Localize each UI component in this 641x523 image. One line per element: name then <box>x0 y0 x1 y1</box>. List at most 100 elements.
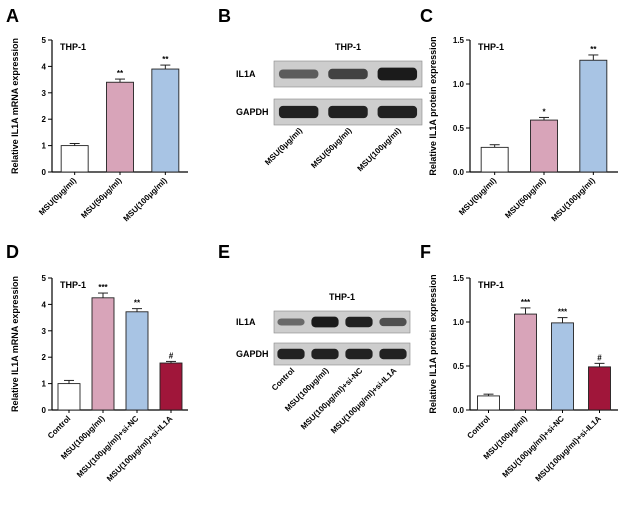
y-tick-label: 0.0 <box>453 406 465 415</box>
blot-band <box>328 68 368 80</box>
y-tick-label: 0 <box>42 406 47 415</box>
y-tick-label: 0.5 <box>453 362 465 371</box>
y-tick-label: 1.0 <box>453 318 465 327</box>
bar <box>588 366 611 411</box>
x-tick-label: MSU(0μg/ml) <box>37 176 78 217</box>
panel-letter: C <box>420 6 433 26</box>
y-tick-label: 1.5 <box>453 36 465 45</box>
y-tick-label: 2 <box>42 353 47 362</box>
blot-row-label: GAPDH <box>236 349 269 359</box>
significance-label: * <box>542 107 546 116</box>
blot-panel-b: B THP-1 IL1A GAPDH MSU(0μg/ml) MSU(50μg/ml) MS… <box>218 6 423 173</box>
blot-lane-label: MSU(100μg/ml)+si-NC <box>299 366 364 431</box>
y-tick-label: 4 <box>42 300 47 309</box>
blot-band <box>278 105 319 119</box>
significance-label: ** <box>590 45 597 54</box>
bar <box>551 322 574 411</box>
x-tick-label: Control <box>46 414 72 440</box>
panel-letter: E <box>218 242 230 262</box>
panel-title: THP-1 <box>60 280 86 290</box>
panel-letter: A <box>6 6 19 26</box>
blot-band <box>345 316 373 328</box>
y-tick-label: 1.5 <box>453 274 465 283</box>
blot-band <box>311 348 339 360</box>
significance-label: ** <box>162 55 169 64</box>
blot-band <box>277 318 305 326</box>
blot-title: THP-1 <box>335 42 361 52</box>
blot-row-label: IL1A <box>236 317 256 327</box>
blot-membrane <box>273 342 411 366</box>
x-tick-label: MSU(100μg/ml) <box>122 176 169 223</box>
panel-letter: B <box>218 6 231 26</box>
y-tick-label: 2 <box>42 115 47 124</box>
bar <box>579 59 608 173</box>
blot-lane-label: MSU(100μg/ml) <box>356 126 403 173</box>
blot-lane-label: Control <box>270 366 296 392</box>
y-tick-label: 3 <box>42 327 47 336</box>
y-tick-label: 5 <box>42 274 47 283</box>
blot-band <box>345 348 373 360</box>
bar <box>477 395 500 411</box>
panel-letter: F <box>420 242 431 262</box>
panel-title: THP-1 <box>478 42 504 52</box>
y-tick-label: 1 <box>42 142 47 151</box>
significance-label: # <box>169 351 174 360</box>
x-tick-label: MSU(100μg/ml)+si-IL1A <box>534 414 604 484</box>
blot-lane-label: MSU(100μg/ml)+si-IL1A <box>329 366 399 436</box>
blot-panel-e: ETHP-1IL1AGAPDHControlMSU(100μg/ml)MSU(1… <box>218 242 411 436</box>
significance-label: *** <box>521 298 531 307</box>
significance-label: ** <box>134 299 141 308</box>
chart-panel-c: C THP-1 Relative IL1A protein expression 0.… <box>420 6 618 223</box>
y-tick-label: 5 <box>42 36 47 45</box>
blot-band <box>311 316 339 328</box>
x-tick-label: Control <box>465 414 491 440</box>
y-tick-label: 4 <box>42 62 47 71</box>
bar <box>106 81 134 173</box>
blot-band <box>379 348 407 360</box>
bar <box>159 362 183 411</box>
significance-label: *** <box>98 283 108 292</box>
panel-title: THP-1 <box>478 280 504 290</box>
blot-membrane <box>273 310 411 334</box>
blot-row-label: IL1A <box>236 69 256 79</box>
y-axis-label: Relative IL1A protein expression <box>428 36 438 175</box>
panel-letter: D <box>6 242 19 262</box>
bar <box>514 313 537 411</box>
blot-band <box>328 105 368 119</box>
blot-band <box>379 317 407 327</box>
y-tick-label: 1 <box>42 380 47 389</box>
blot-band <box>278 69 319 79</box>
panel-title: THP-1 <box>60 42 86 52</box>
bar <box>57 383 81 411</box>
y-tick-label: 3 <box>42 89 47 98</box>
x-tick-label: MSU(50μg/ml) <box>79 176 123 220</box>
blot-band <box>377 105 418 119</box>
significance-label: # <box>597 353 602 362</box>
bar <box>125 311 149 411</box>
chart-panel-d: D THP-1 Relative IL1A mRNA expression 0 1 2 3 4… <box>6 242 188 483</box>
bar <box>530 119 558 173</box>
bar <box>60 145 89 173</box>
x-tick-label: MSU(100μg/ml)+si-IL1A <box>105 414 175 484</box>
y-tick-label: 0.0 <box>453 168 465 177</box>
blot-row-label: GAPDH <box>236 107 269 117</box>
x-tick-label: MSU(0μg/ml) <box>457 176 498 217</box>
blot-title: THP-1 <box>329 292 355 302</box>
y-axis-label: Relative IL1A protein expression <box>428 274 438 413</box>
chart-panel-f: F THP-1 Relative IL1A protein expression 0.… <box>420 242 618 483</box>
x-tick-label: MSU(100μg/ml) <box>550 176 597 223</box>
bar <box>91 297 115 411</box>
y-tick-label: 0.5 <box>453 124 465 133</box>
bar <box>480 146 509 173</box>
blot-band <box>277 348 305 360</box>
y-tick-label: 0 <box>42 168 47 177</box>
x-tick-label: MSU(100μg/ml)+si-NC <box>75 414 140 479</box>
chart-panel-a: A THP-1 Relative IL1A mRNA expression 0 1 2 3 4… <box>6 6 188 223</box>
y-axis-label: Relative IL1A mRNA expression <box>10 38 20 174</box>
y-axis-label: Relative IL1A mRNA expression <box>10 276 20 412</box>
x-tick-label: MSU(50μg/ml) <box>503 176 547 220</box>
bar <box>151 68 180 173</box>
significance-label: *** <box>558 308 568 317</box>
blot-lane-label: MSU(0μg/ml) <box>263 126 304 167</box>
